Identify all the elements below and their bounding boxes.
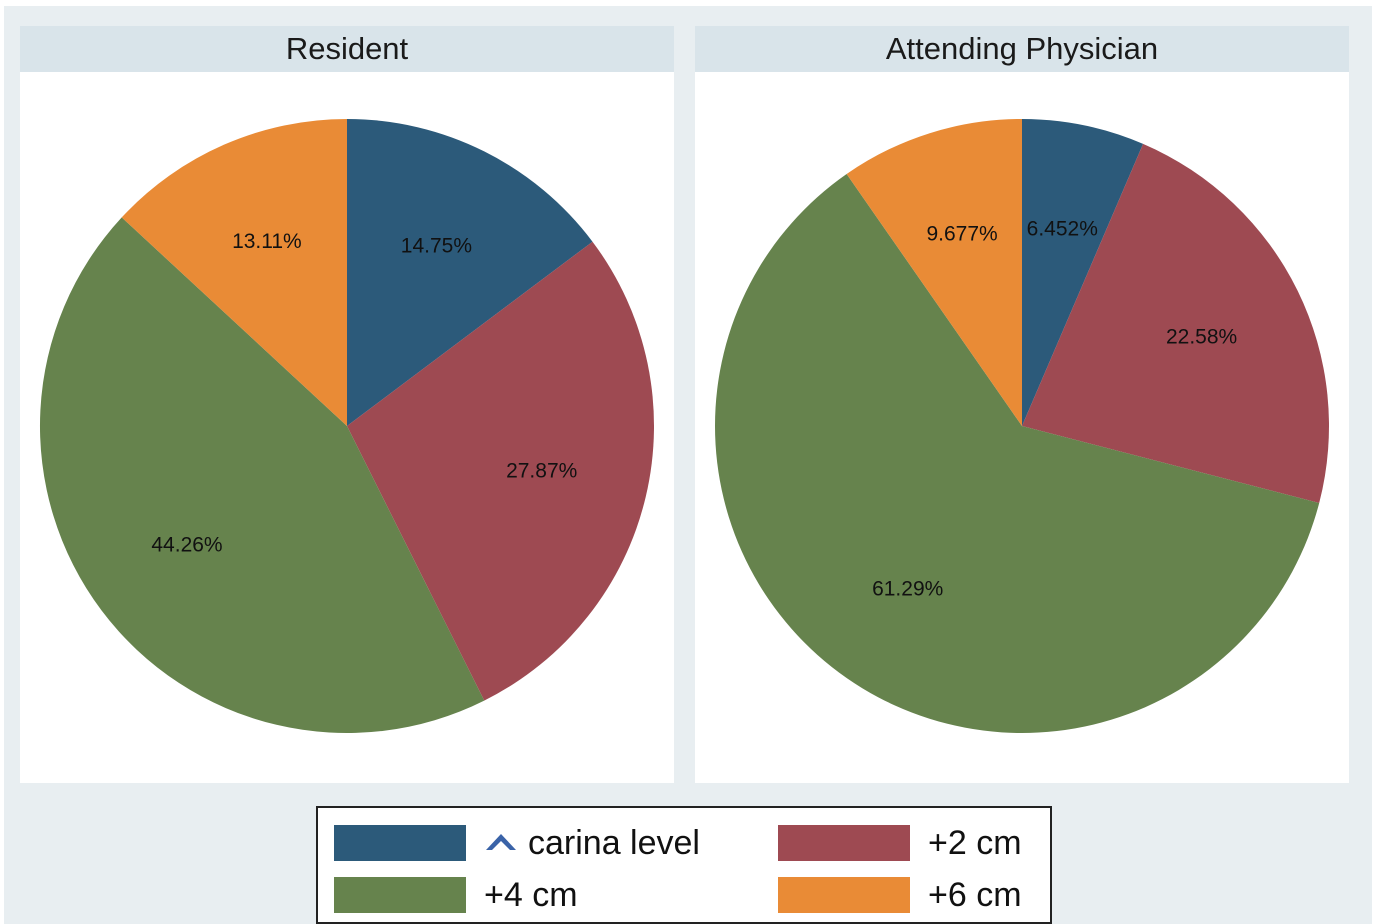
legend-label: carina level — [484, 824, 700, 863]
slice-data-label: 13.11% — [232, 230, 302, 253]
pie-panel-attending-physician: Attending Physician 6.452% 22.58% 61.29% 9.… — [695, 26, 1349, 783]
pie-slice-carina-level — [1022, 119, 1144, 426]
panel-title: Resident — [20, 26, 674, 72]
pie-chart-attending-physician: 6.452% 22.58% 61.29% 9.677% — [715, 119, 1330, 734]
pie-slice-plus-4-cm — [39, 217, 485, 734]
figure: Resident 14.75% 27.87% 44.26% 13.11% Attend… — [4, 6, 1372, 924]
pie-slice-carina-level — [347, 119, 593, 426]
legend-item-plus-4-cm: +4 cm — [334, 876, 578, 914]
legend-swatch — [334, 825, 466, 861]
legend-swatch — [778, 877, 910, 913]
slice-data-label: 9.677% — [926, 223, 997, 246]
pie-slice-plus-6-cm — [846, 119, 1022, 426]
legend-text: +6 cm — [928, 875, 1022, 914]
pie-slice-plus-4-cm — [715, 174, 1320, 734]
legend-swatch — [334, 877, 466, 913]
legend-swatch — [778, 825, 910, 861]
legend-text: +2 cm — [928, 823, 1022, 862]
pie-chart-resident: 14.75% 27.87% 44.26% 13.11% — [39, 119, 655, 734]
legend: carina level +2 cm +4 cm +6 cm — [316, 806, 1052, 924]
slice-data-label: 14.75% — [401, 235, 472, 258]
chevron-up-icon — [484, 824, 518, 863]
legend-item-plus-6-cm: +6 cm — [778, 876, 1022, 914]
pie-panel-resident: Resident 14.75% 27.87% 44.26% 13.11% — [20, 26, 674, 783]
legend-item-carina-level: carina level — [334, 824, 700, 862]
legend-item-plus-2-cm: +2 cm — [778, 824, 1022, 862]
legend-text: carina level — [528, 823, 700, 862]
slice-data-label: 27.87% — [506, 459, 577, 482]
pie-slice-plus-6-cm — [121, 119, 348, 426]
panel-title: Attending Physician — [695, 26, 1349, 72]
legend-text: +4 cm — [484, 875, 578, 914]
slice-data-label: 6.452% — [1027, 218, 1098, 241]
slice-data-label: 61.29% — [872, 578, 943, 601]
slice-data-label: 44.26% — [151, 534, 222, 557]
pie-slice-plus-2-cm — [347, 241, 655, 701]
pie-slice-plus-2-cm — [1022, 143, 1330, 503]
slice-data-label: 22.58% — [1166, 325, 1237, 348]
